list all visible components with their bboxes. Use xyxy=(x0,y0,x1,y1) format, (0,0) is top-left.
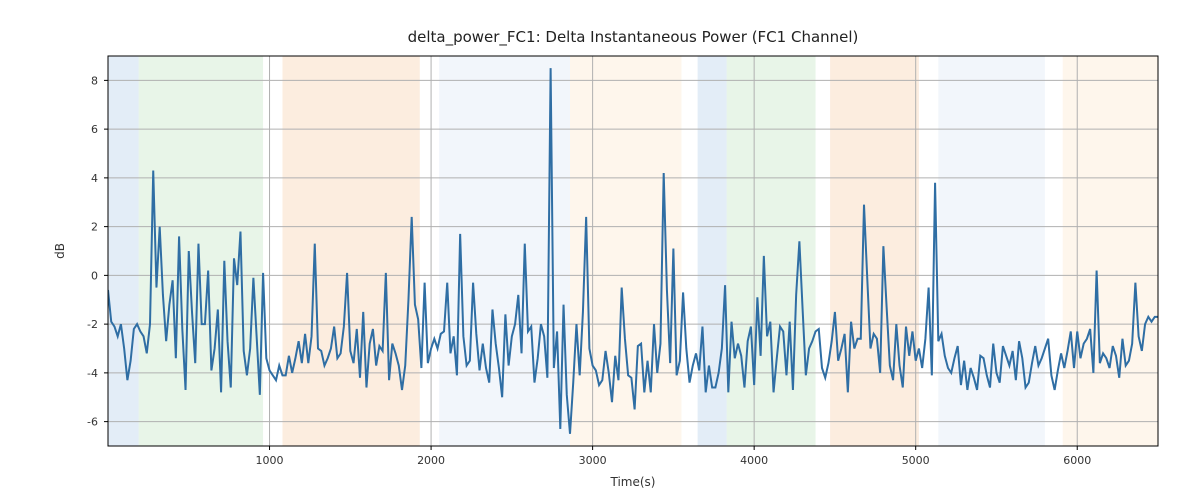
ytick-label: -2 xyxy=(87,318,98,331)
ytick-label: 8 xyxy=(91,74,98,87)
band-0 xyxy=(108,56,139,446)
xtick-label: 6000 xyxy=(1063,454,1091,467)
band-6 xyxy=(727,56,816,446)
ytick-label: 2 xyxy=(91,221,98,234)
ytick-label: -4 xyxy=(87,367,98,380)
xtick-label: 2000 xyxy=(417,454,445,467)
band-8 xyxy=(938,56,1045,446)
x-axis-label: Time(s) xyxy=(610,475,656,489)
xtick-label: 4000 xyxy=(740,454,768,467)
line-chart: 1000 2000 3000 4000 5000 6000 -6 -4 -2 0 2 4 6 8 delta… xyxy=(0,0,1200,500)
xtick-label: 1000 xyxy=(256,454,284,467)
ytick-label: -6 xyxy=(87,416,98,429)
ytick-label: 0 xyxy=(91,269,98,282)
ytick-label: 6 xyxy=(91,123,98,136)
xtick-label: 5000 xyxy=(902,454,930,467)
y-axis-label: dB xyxy=(53,243,67,259)
ytick-label: 4 xyxy=(91,172,98,185)
chart-title: delta_power_FC1: Delta Instantaneous Pow… xyxy=(408,28,859,47)
band-7 xyxy=(830,56,919,446)
band-2 xyxy=(282,56,419,446)
band-1 xyxy=(139,56,263,446)
xtick-label: 3000 xyxy=(579,454,607,467)
